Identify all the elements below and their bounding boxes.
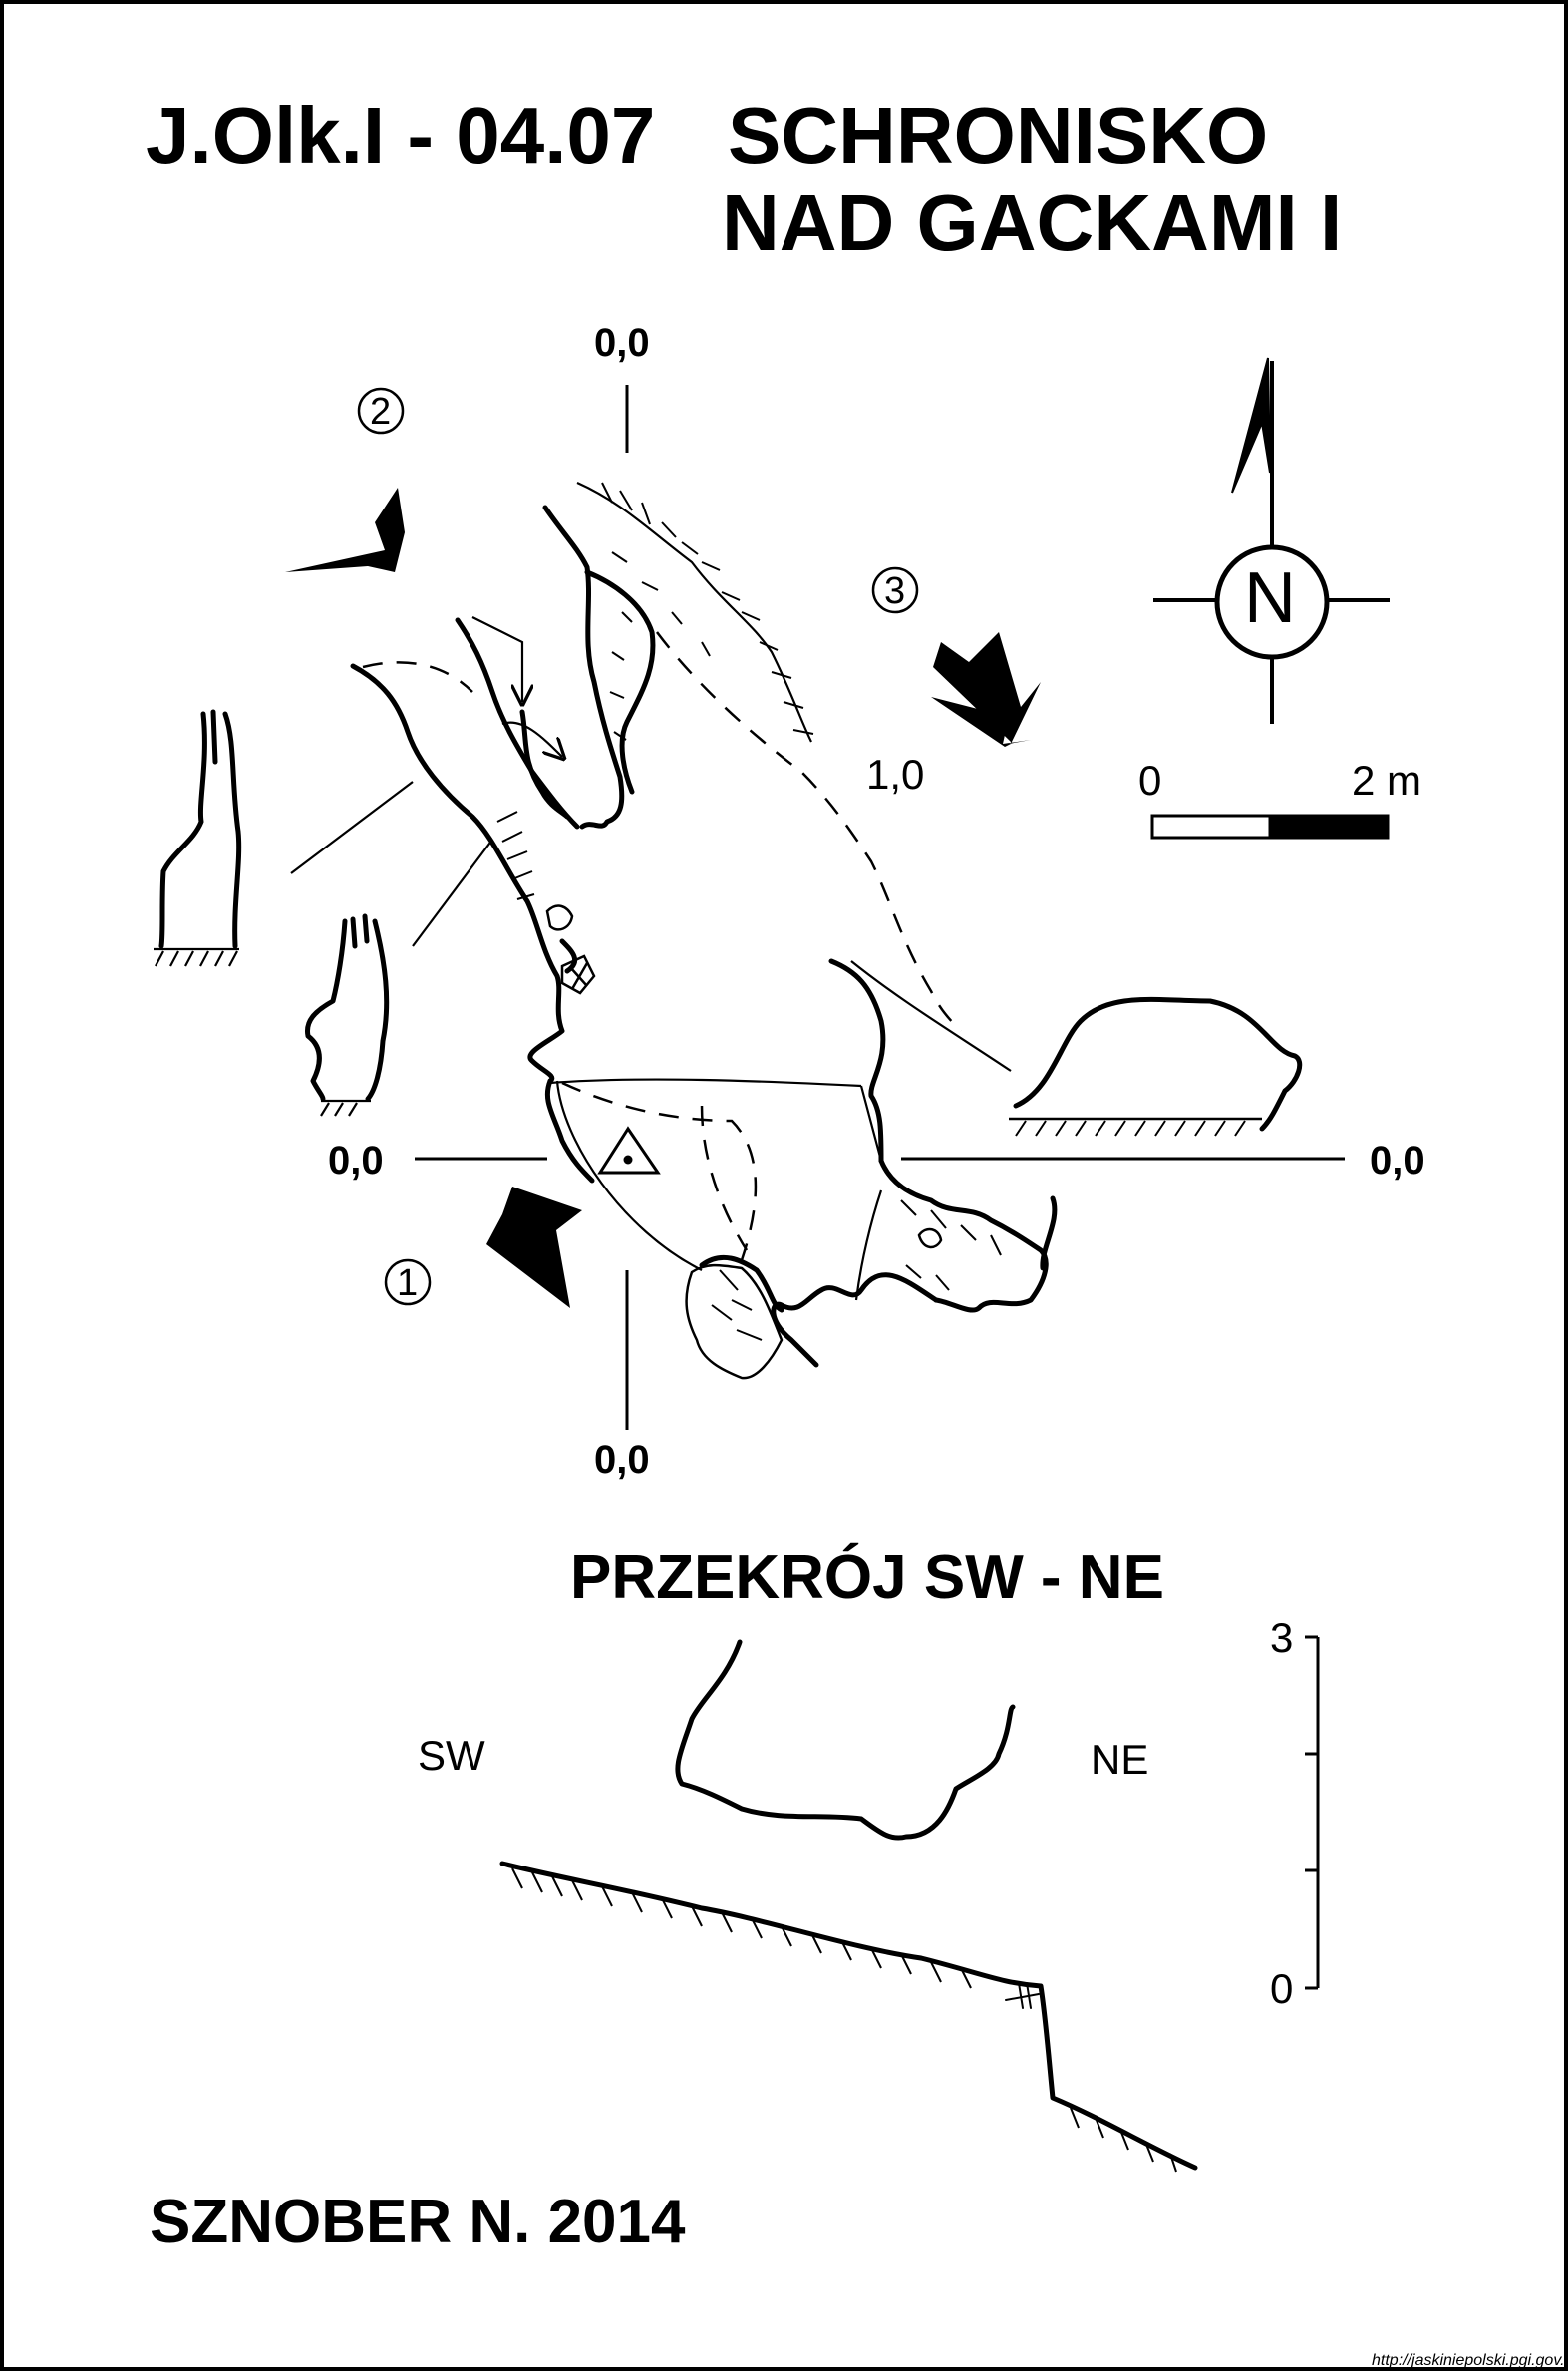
scale-max-label: 2 m <box>1352 757 1422 804</box>
plan-walls <box>350 505 1058 1368</box>
cross-section-1 <box>304 913 390 1102</box>
flow-arrow-1 <box>471 616 522 702</box>
dashed-upper-edge <box>656 631 962 1032</box>
coord-label-right: 0,0 <box>1370 1139 1425 1183</box>
scale-bar <box>1150 814 1390 840</box>
dashed-north-nook <box>362 661 473 693</box>
south-boulder <box>685 1263 784 1380</box>
marker-circle-2 <box>357 387 405 435</box>
section-line-3 <box>850 960 1012 1072</box>
dashed-entrance-inner2 <box>700 1105 749 1251</box>
cross-section-1-floor <box>320 1099 371 1117</box>
cave-drawing <box>154 357 1390 2173</box>
plan-thin-lines <box>290 616 1012 1301</box>
plan-hatching <box>496 481 1002 1341</box>
coord-label-bottom: 0,0 <box>594 1438 650 1482</box>
section-scale-max: 3 <box>1270 1614 1294 1661</box>
cave-code: J.Olk.I - 04.07 <box>146 91 656 179</box>
west-wall <box>350 663 565 1084</box>
south-west-wall-upper <box>544 1078 595 1184</box>
coord-label-left: 0,0 <box>328 1139 384 1183</box>
scale-bar-white <box>1150 814 1272 840</box>
cave-name-line2: NAD GACKAMI I <box>722 178 1343 267</box>
connector-east <box>859 1085 883 1162</box>
central-pillar-west <box>542 505 625 830</box>
ne-chamber-line <box>1040 1195 1058 1271</box>
cross-section-2-floor <box>154 947 239 967</box>
scale-bar-black <box>1268 814 1390 840</box>
arrow-section-3-core <box>931 697 1031 747</box>
east-passage-wall <box>828 958 886 1164</box>
south-boulder-top <box>699 1254 784 1313</box>
dripline-south <box>555 1080 703 1271</box>
author-credit: SZNOBER N. 2014 <box>150 2188 686 2256</box>
marker-circle-3 <box>871 566 919 614</box>
marker-circle-1 <box>384 1258 432 1306</box>
section-sw-label: SW <box>418 1732 485 1779</box>
north-arrow <box>1153 357 1390 724</box>
section-marker-1: 1 <box>397 1262 419 1304</box>
north-letter: N <box>1244 558 1296 638</box>
coordinate-axes <box>415 385 1345 1430</box>
depth-mark-label: 1,0 <box>866 751 925 798</box>
east-chamber-wall <box>878 1158 1049 1313</box>
section-title: PRZEKRÓJ SW - NE <box>570 1543 1164 1612</box>
floor-edge-line <box>549 1078 862 1088</box>
north-circle <box>1214 544 1330 660</box>
section-line-2a <box>290 781 414 874</box>
section-marker-3: 3 <box>884 570 906 612</box>
cross-section-3 <box>1009 996 1303 1137</box>
cave-name-line1: SCHRONISKO <box>728 91 1269 179</box>
plan-boulders <box>545 904 943 1249</box>
arrow-section-3 <box>933 632 1041 744</box>
section-line-2b <box>412 839 493 947</box>
central-channel <box>455 617 580 830</box>
section-scale-min: 0 <box>1270 1965 1294 2012</box>
arrow-section-1 <box>486 1187 582 1308</box>
section-marker-circles <box>357 387 919 1306</box>
pillar-east <box>584 569 656 795</box>
scale-min-label: 0 <box>1138 757 1162 804</box>
survey-station <box>597 1126 661 1175</box>
pillar-inner <box>519 709 570 820</box>
south-east-wall <box>771 1272 939 1368</box>
east-dripline <box>854 1189 883 1301</box>
plan-dashed-lines <box>362 631 962 1261</box>
section-arrows <box>285 488 1041 1308</box>
coord-label-top: 0,0 <box>594 321 650 365</box>
flow-arrow-2 <box>501 721 562 757</box>
arrow-section-2 <box>285 488 405 572</box>
section-ne-label: NE <box>1091 1736 1149 1783</box>
section-marker-2: 2 <box>370 391 392 433</box>
source-url: http://jaskiniepolski.pgi.gov.pl <box>1372 2352 1568 2369</box>
section-vertical-scale <box>1305 1635 1320 1990</box>
longitudinal-section-hatching <box>511 1867 1177 2173</box>
cross-section-2 <box>158 709 242 949</box>
longitudinal-section <box>499 1639 1198 2171</box>
north-needle <box>1231 357 1271 494</box>
dashed-entrance-inner <box>561 1081 758 1261</box>
